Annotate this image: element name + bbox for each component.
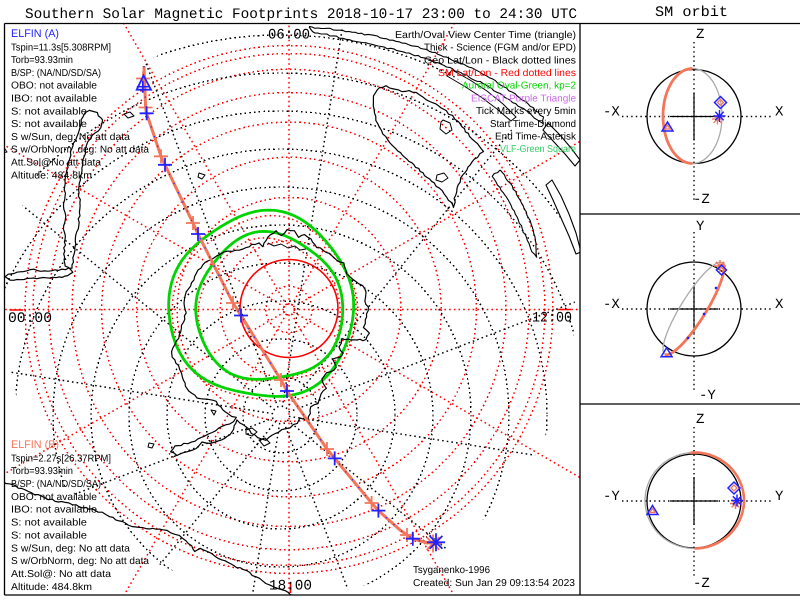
svg-text:S w/Sun, deg: No att data: S w/Sun, deg: No att data [11,132,130,143]
svg-text:VLF-Green Square: VLF-Green Square [500,144,576,155]
svg-text:Altitude: 484.8km: Altitude: 484.8km [11,170,92,181]
svg-text:IBO: not available: IBO: not available [11,94,97,105]
svg-text:Tsyganenko-1996: Tsyganenko-1996 [413,565,490,576]
svg-text:ELFIN (B): ELFIN (B) [11,439,59,451]
svg-text:-X: -X [603,105,620,121]
svg-text:12:00: 12:00 [532,311,572,327]
svg-text:S: not available: S: not available [11,119,87,130]
svg-text:Thick - Science (FGM and/or EP: Thick - Science (FGM and/or EPD) [424,43,576,54]
svg-text:Z: Z [696,27,704,43]
svg-text:Tspin=2.27s[26.37RPM]: Tspin=2.27s[26.37RPM] [11,453,111,464]
svg-text:ELFIN (A): ELFIN (A) [11,28,59,40]
svg-text:Att.Sol@: No att data: Att.Sol@: No att data [11,569,111,580]
svg-text:Tick Marks every 5min: Tick Marks every 5min [476,106,576,117]
svg-text:SM orbit: SM orbit [655,5,728,21]
svg-text:IBO: not available: IBO: not available [11,505,97,516]
svg-text:Altitude: 484.8km: Altitude: 484.8km [11,582,92,593]
svg-text:S w/Sun, deg: No att data: S w/Sun, deg: No att data [11,543,130,554]
svg-text:18:00: 18:00 [269,579,312,595]
svg-text:Auroral Oval-Green, kp=2: Auroral Oval-Green, kp=2 [462,81,576,92]
svg-text:Start Time-Diamond: Start Time-Diamond [490,119,576,130]
svg-text:B/SP: (NA/ND/SD/SA): B/SP: (NA/ND/SD/SA) [11,479,101,490]
svg-text:S: not available: S: not available [11,530,87,541]
svg-text:-Y: -Y [699,388,716,404]
svg-text:S w/OrbNorm, deg: No att data: S w/OrbNorm, deg: No att data [11,145,149,156]
svg-text:OBO: not available: OBO: not available [11,492,97,503]
svg-text:00:00: 00:00 [8,311,52,327]
svg-text:Torb=93.93min: Torb=93.93min [11,466,73,477]
svg-text:Geo Lat/Lon - Black dotted lin: Geo Lat/Lon - Black dotted lines [424,55,576,66]
svg-text:Y: Y [696,219,705,235]
svg-text:Southern Solar Magnetic Footpr: Southern Solar Magnetic Footprints 2018-… [25,7,577,23]
svg-text:Z: Z [696,412,704,428]
svg-text:Y: Y [775,489,784,505]
svg-text:-X: -X [603,297,620,313]
svg-text:SM Lat/Lon - Red dotted lines: SM Lat/Lon - Red dotted lines [438,68,576,79]
svg-text:-Z: -Z [693,576,710,592]
svg-text:Tspin=11.3s[5.308RPM]: Tspin=11.3s[5.308RPM] [11,42,111,53]
svg-text:Att.Sol@No att data: Att.Sol@No att data [11,158,101,169]
svg-text:B/SP: (NA/ND/SD/SA): B/SP: (NA/ND/SD/SA) [11,68,101,79]
svg-text:-Y: -Y [603,489,620,505]
svg-text:-Z: -Z [693,192,710,208]
svg-text:End Time-Asterisk: End Time-Asterisk [495,132,577,143]
svg-text:Created: Sun Jan 29 09:13:54 2: Created: Sun Jan 29 09:13:54 2023 [413,578,575,589]
svg-text:Earth/Oval View Center Time (t: Earth/Oval View Center Time (triangle) [395,30,576,41]
svg-text:S: not available: S: not available [11,106,87,117]
svg-text:S: not available: S: not available [11,518,87,529]
svg-text:OBO: not available: OBO: not available [11,81,97,92]
svg-text:S w/OrbNorm, deg: No att data: S w/OrbNorm, deg: No att data [11,556,149,567]
svg-text:X: X [775,297,784,313]
svg-text:06:00: 06:00 [268,28,310,44]
svg-text:EISCAT-Purple Triangle: EISCAT-Purple Triangle [471,93,576,104]
svg-text:X: X [775,105,784,121]
svg-text:Torb=93.93min: Torb=93.93min [11,55,73,66]
